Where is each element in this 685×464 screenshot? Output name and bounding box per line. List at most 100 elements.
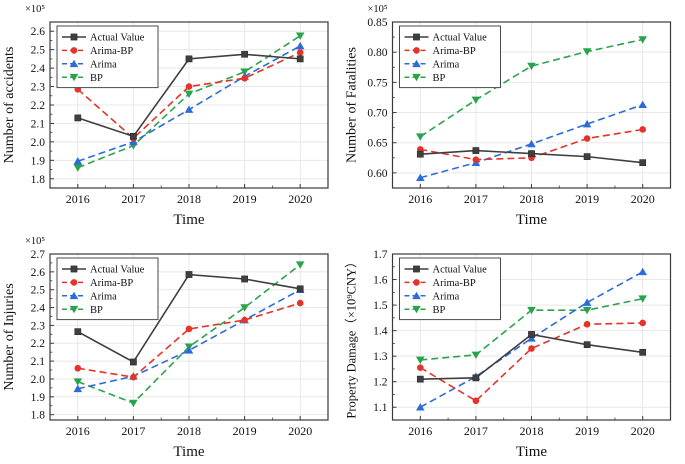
series-arima-bp (417, 319, 646, 405)
panel-accidents: 1.8 1.9 2.0 2.1 2.2 2.3 2.4 2.5 2.6 2016 2017 2018 2… (0, 0, 342, 232)
x-tick-label: 2018 (177, 192, 201, 206)
x-tick-label: 2017 (464, 424, 488, 438)
y-tick-label: 2.3 (31, 320, 46, 332)
series-arima (416, 100, 647, 182)
series-bp (416, 295, 647, 365)
x-axis-label: Time (173, 212, 204, 228)
legend-label: Arima-BP (90, 278, 133, 289)
series-actual-value (416, 147, 647, 166)
x-tick-label: 2020 (631, 192, 655, 206)
x-axis-label: Time (516, 212, 547, 228)
y-axis: 1.8 1.9 2.0 2.1 2.2 2.3 2.4 2.5 2.6 (31, 26, 54, 186)
x-tick-label: 2018 (520, 424, 544, 438)
y-tick-label: 1.2 (373, 377, 388, 389)
y-tick-label: 2.2 (31, 338, 46, 350)
y-axis-label: Number of Fatalities (345, 47, 360, 163)
y-axis-label: Number of accidents (2, 47, 17, 164)
legend-label: Arima (433, 291, 460, 302)
x-tick-label: 2017 (464, 192, 488, 206)
x-axis: 2016 2017 2018 2019 2020 (408, 184, 655, 206)
x-tick-label: 2019 (233, 424, 257, 438)
series-group (416, 36, 647, 182)
y-tick-label: 1.6 (373, 275, 388, 287)
legend: Actual Value Arima-BP Arima BP (399, 257, 501, 321)
y-tick-label: 2.6 (31, 267, 46, 279)
legend: Actual Value Arima-BP Arima BP (56, 257, 159, 321)
series-actual-value (416, 331, 647, 383)
y-tick-label: 2.5 (31, 285, 46, 297)
x-axis: 2016 2017 2018 2019 2020 (66, 184, 312, 206)
exponent-label: ×10⁵ (368, 4, 388, 15)
y-tick-label: 2.5 (31, 45, 46, 57)
series-bp (73, 32, 305, 172)
y-tick-label: 1.9 (31, 155, 46, 167)
y-tick-label: 2.4 (31, 303, 46, 315)
series-group (416, 267, 647, 411)
x-tick-label: 2020 (288, 192, 312, 206)
y-tick-label: 0.85 (367, 17, 387, 29)
exponent-label: ×10⁵ (25, 4, 45, 15)
y-axis: 0.60 0.65 0.70 0.75 0.80 0.85 (367, 17, 397, 180)
y-tick-label: 0.75 (367, 77, 387, 89)
x-axis: 2016 2017 2018 2019 2020 (66, 416, 312, 438)
y-tick-label: 2.6 (31, 26, 46, 38)
legend-label: Actual Value (433, 265, 488, 276)
y-tick-label: 2.0 (31, 137, 46, 149)
panel-property-damage: 1.1 1.2 1.3 1.4 1.5 1.6 1.7 2016 2017 2018 2019 202… (342, 232, 685, 464)
chart-property-damage: 1.1 1.2 1.3 1.4 1.5 1.6 1.7 2016 2017 2018 2019 202… (345, 249, 672, 460)
y-tick-label: 2.3 (31, 82, 46, 94)
y-axis-label: Number of Injuries (2, 283, 17, 390)
legend-label: BP (90, 305, 103, 316)
x-tick-label: 2020 (288, 424, 312, 438)
legend-label: Arima (433, 59, 460, 70)
legend-label: BP (90, 73, 103, 84)
legend-label: Arima-BP (433, 278, 476, 289)
y-axis: 1.1 1.2 1.3 1.4 1.5 1.6 1.7 (373, 249, 397, 414)
x-axis-label: Time (173, 444, 204, 460)
x-tick-label: 2017 (121, 424, 145, 438)
legend: Actual Value Arima-BP Arima BP (56, 25, 159, 89)
x-tick-label: 2019 (233, 192, 257, 206)
panel-injuries: 1.8 1.9 2.0 2.1 2.2 2.3 2.4 2.5 2.6 2.7 2016 2017 20… (0, 232, 342, 464)
y-tick-label: 1.9 (31, 392, 46, 404)
y-tick-label: 0.70 (367, 108, 387, 120)
y-tick-label: 2.4 (31, 63, 46, 75)
y-tick-label: 1.8 (31, 174, 46, 186)
panel-fatalities: 0.60 0.65 0.70 0.75 0.80 0.85 2016 2017 2018 2019… (342, 0, 685, 232)
x-axis-label: Time (516, 444, 547, 460)
legend-label: Arima-BP (90, 46, 133, 57)
x-tick-label: 2016 (66, 424, 90, 438)
y-axis: 1.8 1.9 2.0 2.1 2.2 2.3 2.4 2.5 2.6 2.7 (31, 249, 54, 422)
y-tick-label: 1.5 (373, 300, 388, 312)
y-tick-label: 2.2 (31, 100, 46, 112)
series-group (73, 32, 305, 172)
y-tick-label: 2.1 (31, 356, 46, 368)
legend-label: Arima (90, 59, 117, 70)
x-tick-label: 2018 (520, 192, 544, 206)
y-axis-label: Property Damage（×10⁹CNY） (345, 255, 359, 418)
legend-label: Arima (90, 291, 117, 302)
x-tick-label: 2016 (66, 192, 90, 206)
x-tick-label: 2016 (408, 192, 432, 206)
x-tick-label: 2019 (575, 424, 599, 438)
y-tick-label: 1.1 (373, 402, 388, 414)
y-tick-label: 1.3 (373, 351, 388, 363)
exponent-label: ×10⁵ (25, 236, 45, 247)
y-tick-label: 2.1 (31, 118, 46, 130)
legend-label: Actual Value (90, 265, 145, 276)
x-axis: 2016 2017 2018 2019 2020 (408, 416, 655, 438)
y-tick-label: 0.60 (367, 168, 387, 180)
legend-label: Actual Value (90, 33, 145, 44)
legend-label: BP (433, 73, 446, 84)
legend-label: Actual Value (433, 33, 488, 44)
series-bp (416, 36, 647, 141)
y-tick-label: 1.7 (373, 249, 388, 261)
legend: Actual Value Arima-BP Arima BP (399, 25, 501, 89)
series-arima-bp (74, 299, 304, 381)
series-actual-value (74, 271, 304, 366)
x-tick-label: 2018 (177, 424, 201, 438)
x-tick-label: 2020 (631, 424, 655, 438)
